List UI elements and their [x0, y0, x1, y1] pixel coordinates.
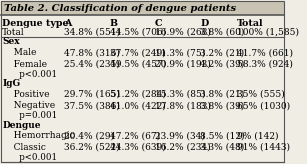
Text: 35% (555): 35% (555) [237, 90, 285, 99]
Text: 44.3% (639): 44.3% (639) [110, 143, 165, 152]
Text: 37.7% (249): 37.7% (249) [110, 48, 165, 57]
Text: Dengue type: Dengue type [2, 19, 68, 28]
Bar [1, 1, 284, 15]
Text: 37.5% (386): 37.5% (386) [64, 101, 120, 110]
Text: 20.9% (193): 20.9% (193) [155, 60, 211, 69]
Text: Positive: Positive [5, 90, 49, 99]
Text: 91% (1443): 91% (1443) [237, 143, 290, 152]
Text: 17.8% (183): 17.8% (183) [155, 101, 211, 110]
Text: 16.9% (268): 16.9% (268) [155, 28, 211, 37]
Text: 65% (1030): 65% (1030) [237, 101, 290, 110]
Text: p=0.001: p=0.001 [11, 111, 57, 120]
Text: Negative: Negative [5, 101, 55, 110]
Text: Male: Male [5, 48, 36, 57]
Text: 41.7% (661): 41.7% (661) [237, 48, 293, 57]
Bar [1, 15, 284, 37]
Text: 49.5% (457): 49.5% (457) [110, 60, 166, 69]
Text: 29.7% (165): 29.7% (165) [64, 90, 120, 99]
Text: Sex: Sex [2, 37, 20, 46]
Text: 58.3% (924): 58.3% (924) [237, 60, 293, 69]
Text: Total: Total [237, 19, 263, 28]
Text: p<0.001: p<0.001 [11, 153, 57, 162]
Text: D: D [200, 19, 208, 28]
Text: 15.3% (85): 15.3% (85) [155, 90, 205, 99]
Text: 36.2% (522): 36.2% (522) [64, 143, 120, 152]
Text: 3.8% (60): 3.8% (60) [200, 28, 244, 37]
Text: 25.4% (235): 25.4% (235) [64, 60, 120, 69]
Text: C: C [155, 19, 162, 28]
Text: 16.2% (234): 16.2% (234) [155, 143, 211, 152]
Text: IgG: IgG [2, 79, 20, 88]
Text: 20.4% (29): 20.4% (29) [64, 131, 114, 140]
Text: Classic: Classic [5, 143, 46, 152]
Text: 51.2% (284): 51.2% (284) [110, 90, 165, 99]
Text: 34.8% (551): 34.8% (551) [64, 28, 120, 37]
Text: 41.0% (422): 41.0% (422) [110, 101, 165, 110]
Text: 4.2% (39): 4.2% (39) [200, 60, 244, 69]
Text: Female: Female [5, 60, 47, 69]
Text: 47.2% (67): 47.2% (67) [110, 131, 160, 140]
Text: B: B [110, 19, 118, 28]
Text: 11.3% (75): 11.3% (75) [155, 48, 205, 57]
Text: 8.5% (12): 8.5% (12) [200, 131, 245, 140]
Text: 47.8% (316): 47.8% (316) [64, 48, 120, 57]
Text: 44.5% (706): 44.5% (706) [110, 28, 166, 37]
Text: 9% (142): 9% (142) [237, 131, 278, 140]
Text: Dengue: Dengue [2, 121, 41, 130]
Text: A: A [64, 19, 72, 28]
Text: 3.8% (39): 3.8% (39) [200, 101, 244, 110]
Text: Total: Total [2, 28, 25, 37]
Text: 23.9% (34): 23.9% (34) [155, 131, 205, 140]
Text: p<0.001: p<0.001 [11, 70, 57, 79]
Text: 3.3% (48): 3.3% (48) [200, 143, 244, 152]
Text: Table 2. Classification of dengue patients: Table 2. Classification of dengue patien… [3, 4, 236, 13]
Text: 100% (1,585): 100% (1,585) [237, 28, 299, 37]
Text: 3.2% (21): 3.2% (21) [200, 48, 244, 57]
Text: Hemorrhagic: Hemorrhagic [5, 131, 75, 140]
Text: 3.8% (21): 3.8% (21) [200, 90, 244, 99]
